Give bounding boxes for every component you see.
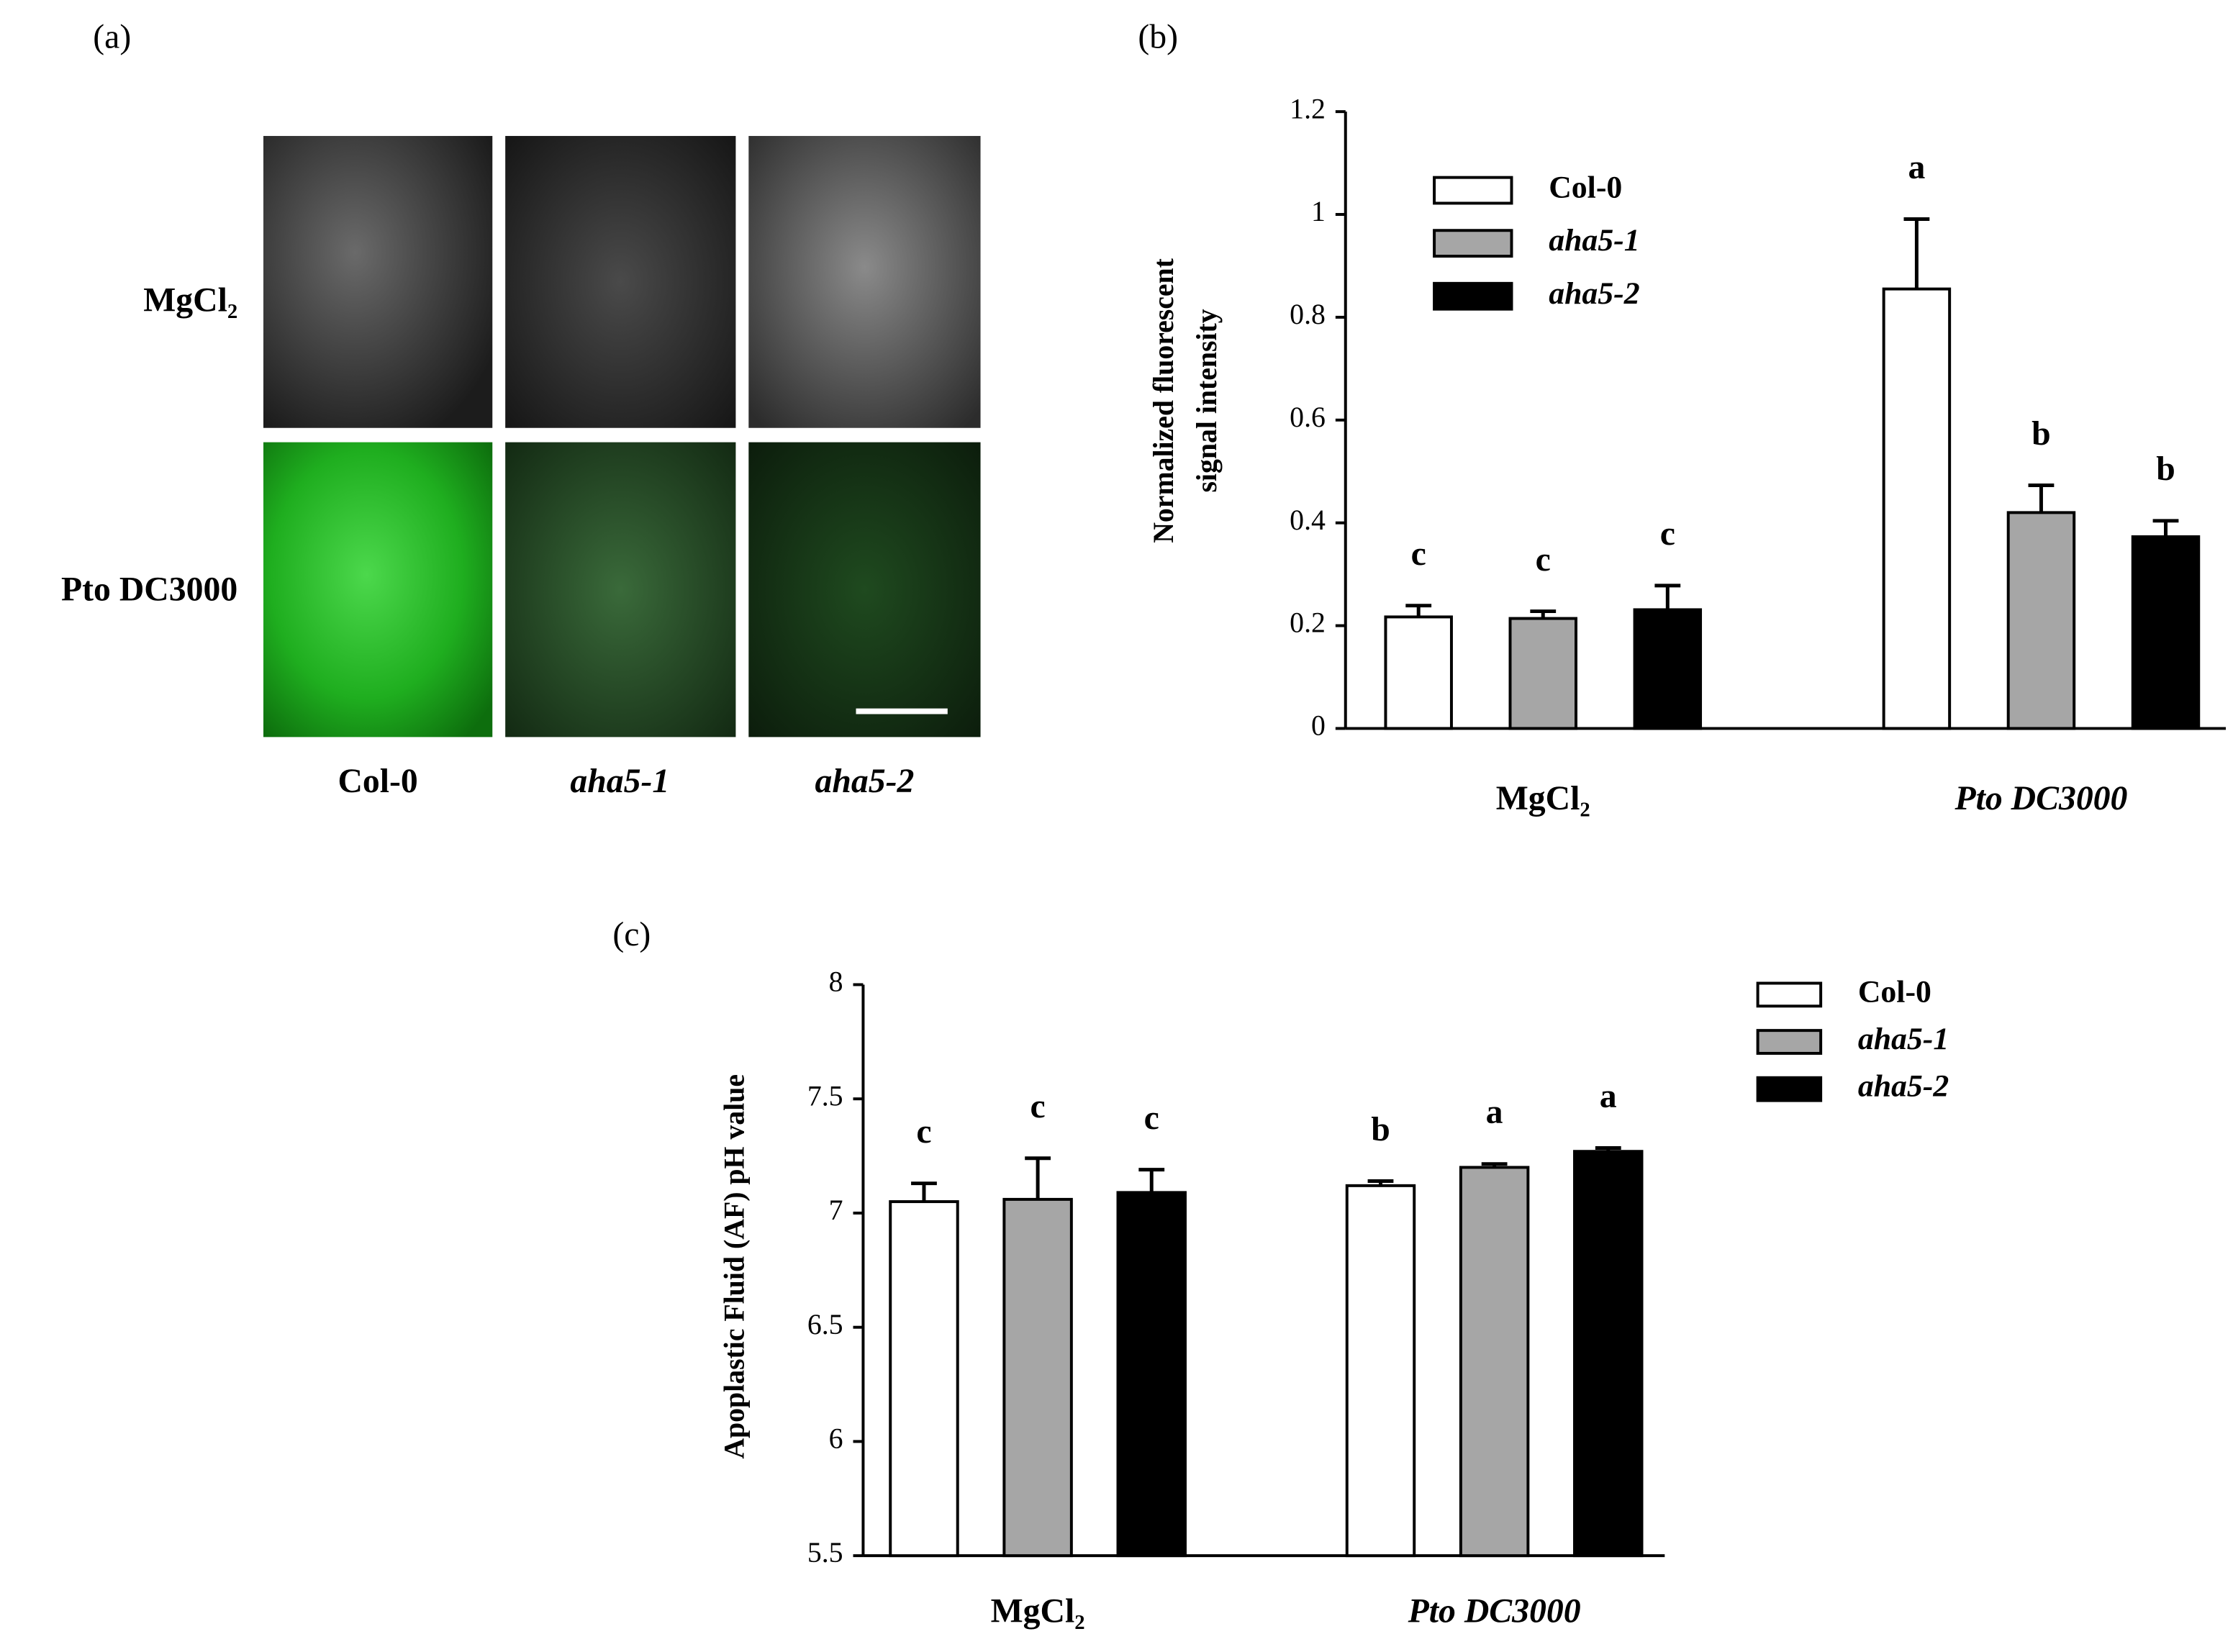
significance-letter: c [1536, 540, 1551, 578]
significance-letter: c [916, 1112, 931, 1150]
legend-swatch [1433, 229, 1513, 258]
error-bar [2028, 484, 2055, 513]
legend-swatch [1433, 281, 1513, 311]
y-tick-label: 0.8 [1290, 299, 1326, 330]
legend-swatch [1756, 981, 1823, 1008]
micrograph [505, 442, 736, 738]
y-tick-label: 7.5 [807, 1080, 843, 1112]
y-tick-label: 6.5 [807, 1309, 843, 1340]
error-bar [1367, 1179, 1394, 1186]
legend-label: aha5-1 [1549, 223, 1639, 258]
micrograph [263, 442, 493, 738]
legend-label: Col-0 [1858, 974, 1931, 1009]
error-bar [911, 1181, 937, 1202]
y-axis-label: Normalized fluorescent [1148, 258, 1179, 543]
column-label: Col-0 [338, 762, 417, 800]
x-tick-label: MgCl₂ [1496, 779, 1590, 817]
y-tick-label: 7 [829, 1194, 843, 1226]
legend-label: aha5-1 [1858, 1022, 1949, 1056]
error-bar [1138, 1168, 1165, 1193]
panel-label: (b) [1138, 18, 1178, 56]
error-bar [1405, 604, 1432, 617]
panel-label: (c) [612, 915, 651, 953]
legend-label: Col-0 [1549, 171, 1622, 205]
row-label: Pto DC3000 [61, 570, 237, 608]
bar [1002, 1197, 1073, 1558]
legend-swatch [1756, 1029, 1823, 1055]
y-tick-label: 1.2 [1290, 93, 1326, 124]
y-tick-label: 1 [1311, 196, 1326, 227]
error-bar [1654, 584, 1681, 610]
y-tick-label: 0.2 [1290, 607, 1326, 639]
column-label: aha5-1 [570, 762, 669, 800]
row-label: MgCl₂ [143, 281, 237, 319]
x-tick-label: Pto DC3000 [1408, 1592, 1581, 1630]
micrograph [748, 442, 981, 738]
y-axis-label: signal intensity [1191, 309, 1223, 492]
bar [1573, 1150, 1644, 1558]
significance-letter: c [1411, 535, 1426, 573]
column-label: aha5-2 [815, 762, 914, 800]
legend-swatch [1756, 1076, 1823, 1102]
significance-letter: a [1908, 148, 1925, 186]
bar [2131, 535, 2201, 730]
micrograph [263, 135, 493, 428]
significance-letter: c [1660, 514, 1675, 553]
bar [1882, 287, 1952, 730]
y-tick-label: 6 [829, 1423, 843, 1455]
legend-label: aha5-2 [1549, 276, 1639, 311]
significance-letter: b [2032, 414, 2051, 453]
error-bar [1903, 217, 1930, 289]
significance-letter: b [2156, 450, 2175, 488]
error-bar [1025, 1156, 1051, 1199]
legend-label: aha5-2 [1858, 1069, 1949, 1104]
y-tick-label: 0.6 [1290, 401, 1326, 433]
micrograph [748, 135, 981, 428]
bar [1116, 1191, 1187, 1558]
micrograph [505, 135, 736, 428]
bar [2006, 511, 2076, 730]
bar [889, 1200, 959, 1558]
significance-letter: a [1486, 1093, 1503, 1131]
x-tick-label: MgCl₂ [991, 1592, 1085, 1630]
bar [1508, 617, 1577, 730]
y-axis-label: Apoplastic Fluid (AF) pH value [719, 1074, 751, 1459]
y-tick-label: 0.4 [1290, 504, 1326, 536]
significance-letter: c [1144, 1099, 1159, 1137]
panel-label: (a) [93, 18, 131, 56]
bar [1384, 615, 1453, 730]
significance-letter: c [1031, 1087, 1046, 1125]
error-bar [1530, 609, 1557, 619]
significance-letter: b [1371, 1110, 1390, 1148]
error-bar [1595, 1145, 1621, 1152]
significance-letter: a [1600, 1077, 1617, 1115]
bar [1459, 1166, 1530, 1558]
x-tick-label: Pto DC3000 [1954, 779, 2127, 817]
y-tick-label: 0 [1311, 710, 1326, 742]
y-tick-label: 8 [829, 966, 843, 998]
bar [1633, 608, 1703, 730]
y-tick-label: 5.5 [807, 1537, 843, 1569]
error-bar [2152, 519, 2179, 537]
error-bar [1481, 1162, 1508, 1168]
legend-swatch [1433, 176, 1513, 205]
bar [1345, 1184, 1416, 1558]
